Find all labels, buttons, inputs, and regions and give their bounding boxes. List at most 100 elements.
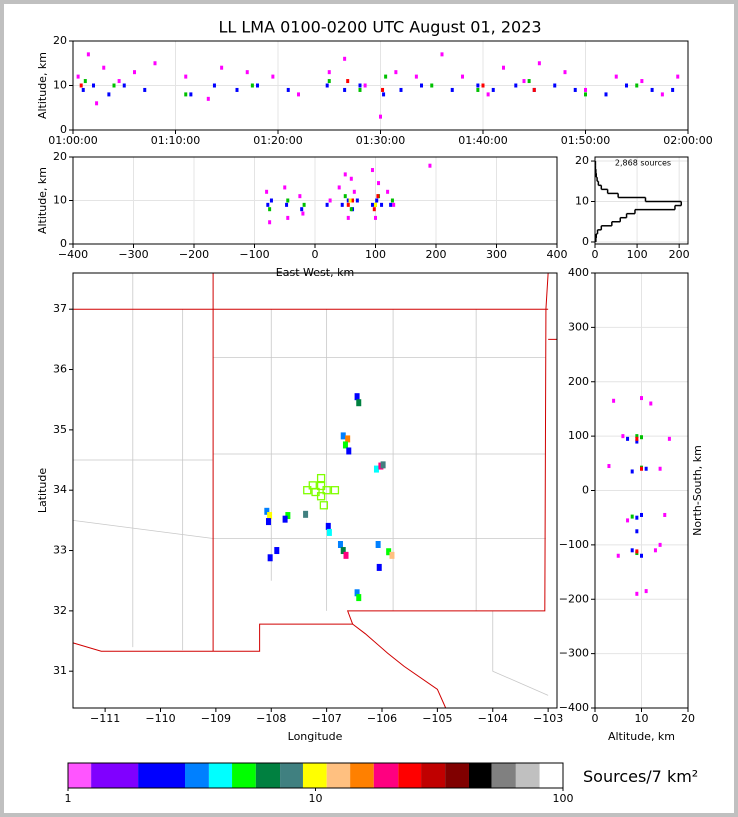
- plot-frame: [594, 156, 689, 245]
- y-tick-label: 10: [575, 195, 589, 208]
- plot-frame: [72, 156, 558, 245]
- source-point: [476, 87, 480, 92]
- source-point: [343, 56, 347, 61]
- y-tick-label: 10: [53, 79, 67, 92]
- source-density: [375, 540, 381, 548]
- source-point: [286, 87, 290, 92]
- source-point: [658, 466, 662, 471]
- source-point: [379, 114, 382, 119]
- state-border: [213, 272, 549, 652]
- source-point: [382, 92, 386, 97]
- source-point: [527, 79, 531, 84]
- x-tick-label: 0: [592, 248, 599, 261]
- x-tick-label: −103: [533, 712, 563, 725]
- station: [316, 492, 326, 501]
- x-tick-label: 200: [426, 248, 447, 261]
- y-axis-label: Latitude: [36, 468, 49, 514]
- plot-frame: [594, 272, 689, 709]
- source-point: [348, 198, 352, 203]
- station: [322, 486, 331, 495]
- x-tick-label: 100: [627, 248, 648, 261]
- source-point: [349, 176, 353, 181]
- y-tick-label: 31: [53, 664, 67, 677]
- source-point: [635, 549, 639, 554]
- source-point: [351, 198, 355, 203]
- source-point: [420, 83, 423, 88]
- source-point: [143, 87, 147, 92]
- source-density: [376, 563, 382, 571]
- colorbar-segment: [255, 763, 281, 788]
- source-point: [235, 87, 239, 92]
- source-density: [354, 393, 360, 401]
- source-point: [621, 434, 625, 439]
- source-point: [86, 52, 90, 57]
- source-point: [614, 74, 618, 79]
- y-tick-label: −300: [559, 647, 589, 660]
- source-point: [640, 79, 644, 84]
- source-density: [325, 522, 331, 530]
- source-point: [573, 87, 577, 92]
- colorbar-segment: [515, 763, 540, 788]
- colorbar-segment: [91, 763, 139, 788]
- source-point: [640, 512, 643, 517]
- source-density: [265, 518, 271, 526]
- y-axis-label: North-South, km: [691, 445, 704, 536]
- colorbar-segment: [421, 763, 446, 788]
- source-point: [612, 398, 616, 403]
- x-tick-label: 01:40:00: [458, 134, 507, 147]
- source-point: [337, 185, 341, 190]
- y-tick-label: 34: [53, 483, 67, 496]
- colorbar-segment: [185, 763, 209, 788]
- colorbar-segment: [445, 763, 469, 788]
- source-point: [630, 514, 634, 519]
- y-tick-label: −400: [559, 701, 589, 714]
- x-axis-label: Longitude: [288, 730, 343, 743]
- source-point: [553, 83, 557, 88]
- source-point: [117, 79, 121, 84]
- x-tick-label: 01:50:00: [561, 134, 610, 147]
- x-tick-label: −106: [367, 712, 397, 725]
- source-density: [267, 554, 273, 562]
- source-point: [285, 202, 289, 207]
- colorbar-segment: [280, 763, 303, 788]
- source-point: [392, 202, 396, 207]
- source-point: [399, 87, 403, 92]
- source-point: [514, 83, 518, 88]
- source-point: [95, 101, 99, 106]
- source-point: [325, 83, 329, 88]
- source-point: [370, 168, 374, 173]
- x-tick-label: −105: [422, 712, 452, 725]
- source-point: [250, 83, 254, 88]
- y-tick-label: 20: [53, 150, 67, 163]
- x-tick-label: 1: [65, 792, 72, 805]
- source-point: [189, 92, 193, 97]
- source-point: [389, 202, 393, 207]
- x-tick-label: −100: [239, 248, 269, 261]
- source-point: [349, 207, 353, 212]
- source-density: [274, 547, 280, 555]
- source-point: [83, 79, 87, 84]
- x-axis-label: Altitude, km: [608, 730, 675, 743]
- source-point: [266, 202, 270, 207]
- source-point: [649, 401, 653, 406]
- x-tick-label: 10: [635, 712, 649, 725]
- source-point: [414, 74, 418, 79]
- source-point: [486, 92, 490, 97]
- source-point: [476, 83, 480, 88]
- y-tick-label: 20: [575, 154, 589, 167]
- colorbar-segment: [302, 763, 327, 788]
- source-density: [380, 461, 386, 469]
- source-point: [245, 70, 249, 75]
- x-tick-label: 400: [547, 248, 568, 261]
- colorbar-segment: [468, 763, 492, 788]
- source-point: [220, 65, 224, 70]
- y-axis-label: Altitude, km: [36, 52, 49, 119]
- x-tick-label: 01:20:00: [253, 134, 302, 147]
- source-point: [537, 61, 541, 66]
- station: [303, 486, 312, 495]
- source-point: [325, 202, 329, 207]
- chart-title: LL LMA 0100-0200 UTC August 01, 2023: [218, 18, 541, 37]
- source-point: [635, 515, 639, 520]
- source-point: [206, 96, 210, 101]
- x-tick-label: 10: [309, 792, 323, 805]
